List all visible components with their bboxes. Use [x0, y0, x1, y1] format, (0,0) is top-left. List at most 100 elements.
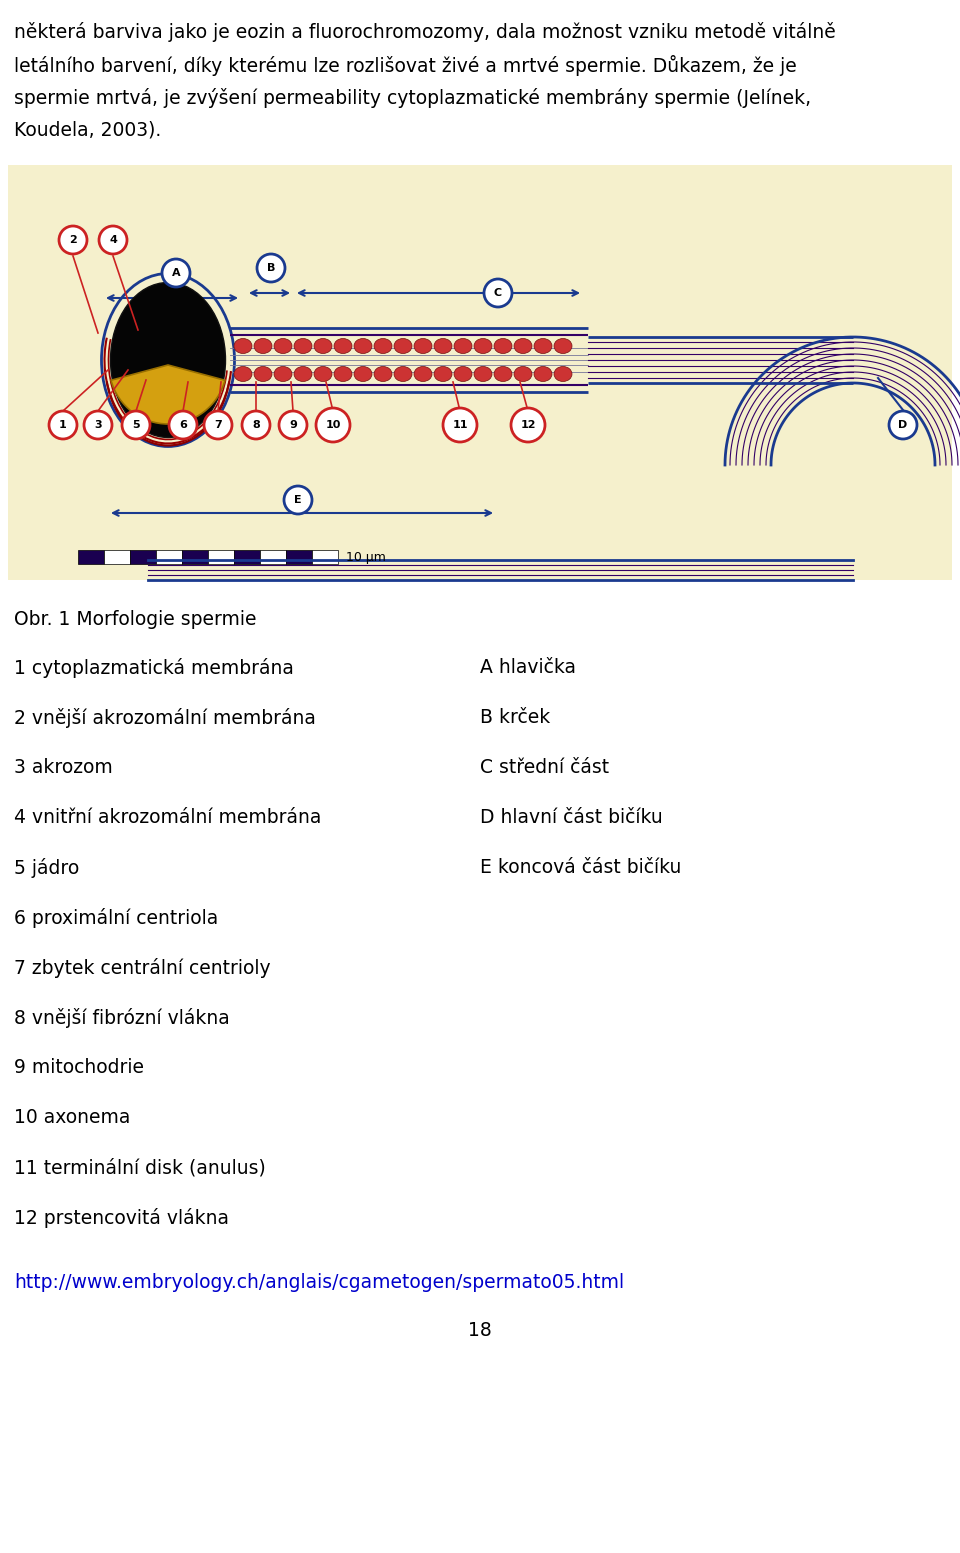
Ellipse shape: [454, 367, 472, 382]
Text: 5 jádro: 5 jádro: [14, 857, 80, 877]
Circle shape: [316, 408, 350, 443]
Text: 2 vnější akrozomální membrána: 2 vnější akrozomální membrána: [14, 708, 316, 728]
Text: 10 μm: 10 μm: [346, 550, 386, 564]
Text: 11: 11: [452, 419, 468, 430]
Circle shape: [49, 412, 77, 439]
Ellipse shape: [494, 339, 512, 354]
Ellipse shape: [474, 367, 492, 382]
Ellipse shape: [554, 367, 572, 382]
Text: 6 proximální centriola: 6 proximální centriola: [14, 909, 218, 929]
Bar: [260, 550, 286, 564]
Ellipse shape: [254, 339, 272, 354]
Text: C střední část: C střední část: [480, 758, 610, 776]
Text: 12 prstencovitá vlákna: 12 prstencovitá vlákna: [14, 1208, 229, 1228]
Ellipse shape: [274, 367, 292, 382]
Ellipse shape: [294, 339, 312, 354]
Bar: [182, 550, 208, 564]
Text: 3 akrozom: 3 akrozom: [14, 758, 112, 776]
Ellipse shape: [394, 339, 412, 354]
Bar: [286, 550, 312, 564]
Ellipse shape: [334, 367, 352, 382]
Bar: [104, 550, 130, 564]
Ellipse shape: [254, 367, 272, 382]
Text: 3: 3: [94, 419, 102, 430]
Text: A hlavička: A hlavička: [480, 658, 576, 677]
Bar: [78, 550, 104, 564]
Text: 1 cytoplazmatická membrána: 1 cytoplazmatická membrána: [14, 658, 294, 679]
Ellipse shape: [354, 367, 372, 382]
Text: 1: 1: [60, 419, 67, 430]
Text: D: D: [899, 419, 907, 430]
Circle shape: [443, 408, 477, 443]
Text: Koudela, 2003).: Koudela, 2003).: [14, 121, 161, 140]
Circle shape: [122, 412, 150, 439]
Wedge shape: [111, 365, 225, 424]
Text: D hlavní část bičíku: D hlavní část bičíku: [480, 808, 662, 828]
Text: 9 mitochodrie: 9 mitochodrie: [14, 1058, 144, 1076]
Text: A: A: [172, 269, 180, 278]
Bar: [312, 550, 338, 564]
Ellipse shape: [274, 339, 292, 354]
Text: 7: 7: [214, 419, 222, 430]
Ellipse shape: [414, 339, 432, 354]
Circle shape: [169, 412, 197, 439]
Ellipse shape: [514, 367, 532, 382]
Ellipse shape: [374, 367, 392, 382]
Circle shape: [279, 412, 307, 439]
Circle shape: [284, 486, 312, 514]
Bar: [234, 550, 260, 564]
Text: http://www.embryology.ch/anglais/cgametogen/spermato05.html: http://www.embryology.ch/anglais/cgameto…: [14, 1273, 624, 1292]
Text: B krček: B krček: [480, 708, 550, 727]
Circle shape: [99, 227, 127, 255]
Ellipse shape: [534, 339, 552, 354]
Text: 10 axonema: 10 axonema: [14, 1107, 131, 1127]
Ellipse shape: [434, 367, 452, 382]
Ellipse shape: [514, 339, 532, 354]
Text: 10: 10: [325, 419, 341, 430]
Ellipse shape: [494, 367, 512, 382]
Ellipse shape: [110, 283, 226, 438]
Bar: [8, 165, 952, 579]
Ellipse shape: [334, 339, 352, 354]
Ellipse shape: [354, 339, 372, 354]
Bar: [208, 550, 234, 564]
Ellipse shape: [314, 339, 332, 354]
Circle shape: [511, 408, 545, 443]
Text: E koncová část bičíku: E koncová část bičíku: [480, 857, 682, 877]
Ellipse shape: [554, 339, 572, 354]
Ellipse shape: [294, 367, 312, 382]
Text: B: B: [267, 262, 276, 273]
Circle shape: [84, 412, 112, 439]
Text: 12: 12: [520, 419, 536, 430]
Text: 8 vnější fibrózní vlákna: 8 vnější fibrózní vlákna: [14, 1008, 229, 1028]
Text: 18: 18: [468, 1322, 492, 1340]
Ellipse shape: [474, 339, 492, 354]
Text: 11 terminální disk (anulus): 11 terminální disk (anulus): [14, 1159, 266, 1177]
Ellipse shape: [434, 339, 452, 354]
Circle shape: [204, 412, 232, 439]
Circle shape: [242, 412, 270, 439]
Bar: [130, 550, 156, 564]
Text: letálního barvení, díky kterému lze rozlišovat živé a mrtvé spermie. Důkazem, že: letálního barvení, díky kterému lze rozl…: [14, 54, 797, 76]
Circle shape: [889, 412, 917, 439]
Text: 2: 2: [69, 235, 77, 245]
Text: 4: 4: [109, 235, 117, 245]
Text: některá barviva jako je eozin a fluorochromozomy, dala možnost vzniku metodě vit: některá barviva jako je eozin a fluoroch…: [14, 22, 836, 42]
Ellipse shape: [454, 339, 472, 354]
Text: 8: 8: [252, 419, 260, 430]
Text: 7 zbytek centrální centrioly: 7 zbytek centrální centrioly: [14, 958, 271, 978]
Ellipse shape: [234, 339, 252, 354]
Ellipse shape: [394, 367, 412, 382]
Text: 6: 6: [180, 419, 187, 430]
Text: spermie mrtvá, je zvýšení permeability cytoplazmatické membrány spermie (Jelínek: spermie mrtvá, je zvýšení permeability c…: [14, 89, 811, 109]
Text: E: E: [294, 495, 301, 505]
Ellipse shape: [374, 339, 392, 354]
Text: 9: 9: [289, 419, 297, 430]
Ellipse shape: [414, 367, 432, 382]
Ellipse shape: [234, 367, 252, 382]
Circle shape: [59, 227, 87, 255]
Text: 4 vnitřní akrozomální membrána: 4 vnitřní akrozomální membrána: [14, 808, 322, 828]
Circle shape: [257, 255, 285, 283]
Circle shape: [162, 259, 190, 287]
Text: Obr. 1 Morfologie spermie: Obr. 1 Morfologie spermie: [14, 610, 256, 629]
